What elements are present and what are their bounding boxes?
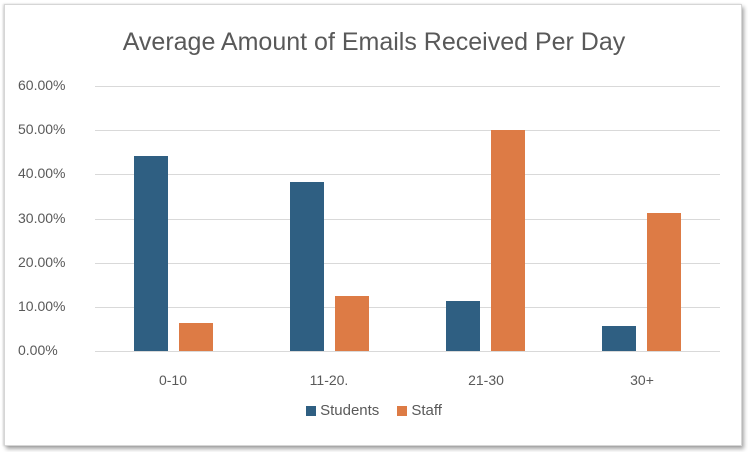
y-tick-label: 20.00%: [18, 254, 66, 270]
y-tick-label: 0.00%: [18, 342, 58, 358]
y-tick-label: 10.00%: [18, 298, 66, 314]
chart-title: Average Amount of Emails Received Per Da…: [122, 28, 626, 56]
legend-label-staff: Staff: [411, 402, 442, 419]
y-tick-label: 50.00%: [18, 121, 66, 137]
gridline: [95, 263, 720, 264]
gridline: [95, 219, 720, 220]
bar-students-3: [602, 326, 636, 351]
bar-staff-0: [179, 323, 213, 351]
bar-students-0: [134, 156, 168, 351]
bar-staff-3: [647, 213, 681, 351]
y-tick-label: 40.00%: [18, 165, 66, 181]
gridline: [95, 307, 720, 308]
legend-item-students: Students: [306, 402, 379, 419]
students-swatch-icon: [306, 405, 317, 416]
chart-frame: [4, 4, 742, 446]
gridline: [95, 130, 720, 131]
bar-students-1: [290, 182, 324, 351]
bar-staff-1: [335, 296, 369, 351]
gridline: [95, 174, 720, 175]
legend: Students Staff: [0, 402, 748, 419]
x-tick-label: 11-20.: [309, 372, 349, 388]
gridline: [95, 86, 720, 87]
legend-label-students: Students: [320, 402, 380, 419]
gridline: [95, 351, 720, 352]
x-tick-label: 21-30: [468, 372, 504, 388]
y-tick-label: 60.00%: [18, 77, 66, 93]
x-tick-label: 0-10: [158, 372, 188, 388]
legend-item-staff: Staff: [397, 402, 442, 419]
bar-staff-2: [491, 130, 525, 351]
x-tick-label: 30+: [630, 372, 654, 388]
bar-students-2: [446, 301, 480, 351]
y-tick-label: 30.00%: [18, 210, 66, 226]
staff-swatch-icon: [397, 405, 408, 416]
